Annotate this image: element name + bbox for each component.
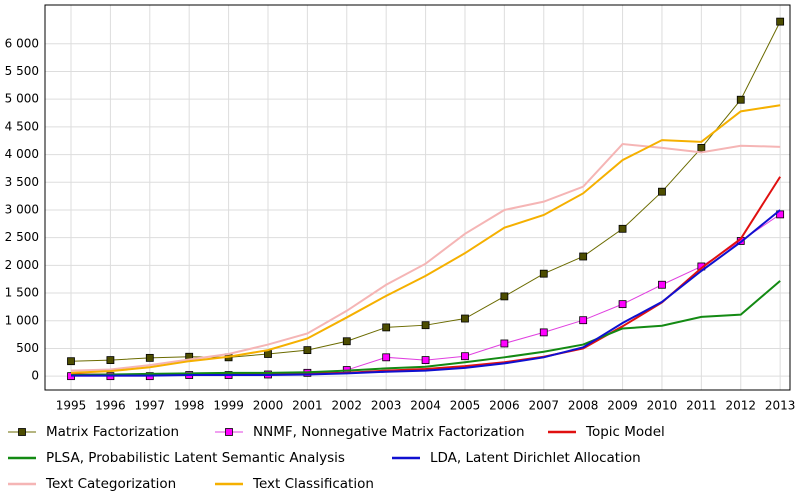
legend-item: Text Categorization [8, 476, 176, 492]
data-marker [303, 346, 312, 355]
data-marker [618, 300, 627, 309]
x-tick-label: 2004 [410, 399, 441, 413]
data-marker [776, 17, 785, 26]
x-tick-label: 2010 [647, 399, 678, 413]
x-tick-label: 2002 [332, 399, 363, 413]
series-line [70, 142, 781, 372]
legend-marker [225, 428, 233, 436]
x-tick-label: 2005 [450, 399, 481, 413]
legend-item: PLSA, Probabilistic Latent Semantic Anal… [8, 450, 345, 466]
data-marker [500, 292, 509, 301]
legend-item: LDA, Latent Dirichlet Allocation [392, 450, 641, 466]
x-tick-label: 1998 [174, 399, 205, 413]
data-marker [618, 224, 627, 233]
y-tick-label: 5 000 [5, 92, 39, 106]
y-tick-label: 2 000 [5, 258, 39, 272]
data-marker [539, 328, 548, 337]
x-tick-label: 1995 [56, 399, 87, 413]
legend-marker [18, 428, 26, 436]
data-marker [697, 144, 706, 152]
legend-item: NNMF, Nonnegative Matrix Factorization [215, 424, 525, 440]
x-tick-label: 2001 [292, 399, 323, 413]
legend-label: Topic Model [585, 424, 665, 440]
x-tick-label: 2006 [489, 399, 520, 413]
legend-label: LDA, Latent Dirichlet Allocation [430, 450, 641, 466]
plot-border [44, 4, 791, 391]
data-marker [106, 356, 115, 364]
series-line [71, 209, 781, 377]
data-marker [461, 352, 469, 361]
data-marker [342, 337, 351, 346]
y-tick-label: 4 000 [5, 147, 39, 161]
x-tick-label: 2012 [725, 399, 756, 413]
data-marker [421, 321, 430, 330]
x-tick-label: 2007 [528, 399, 559, 413]
data-marker [539, 269, 548, 278]
x-tick-label: 1996 [95, 399, 126, 413]
legend-label: PLSA, Probabilistic Latent Semantic Anal… [46, 450, 345, 466]
y-tick-label: 1 500 [5, 286, 39, 300]
data-marker [421, 356, 430, 364]
x-tick-label: 2008 [568, 399, 599, 413]
y-tick-label: 1 000 [5, 313, 39, 327]
data-marker [461, 314, 469, 323]
x-tick-label: 2013 [765, 399, 796, 413]
data-marker [579, 252, 588, 261]
data-marker [579, 316, 588, 325]
x-tick-label: 1999 [213, 399, 244, 413]
data-marker [67, 357, 75, 366]
legend-label: Text Classification [252, 476, 374, 492]
legend-item: Text Classification [215, 476, 374, 492]
x-tick-label: 2003 [371, 399, 402, 413]
data-marker [264, 350, 272, 358]
data-marker [500, 339, 509, 348]
data-marker [658, 280, 666, 289]
x-tick-label: 2011 [686, 399, 717, 413]
data-marker [382, 323, 391, 332]
legend-item: Matrix Factorization [8, 424, 179, 440]
data-marker [658, 187, 666, 196]
series-line [70, 280, 781, 377]
x-tick-label: 2000 [253, 399, 284, 413]
series-line [70, 104, 781, 374]
data-marker [145, 353, 154, 362]
data-marker [736, 95, 745, 104]
x-tick-label: 2009 [607, 399, 638, 413]
x-tick-label: 1997 [135, 399, 166, 413]
y-tick-label: 2 500 [5, 230, 39, 244]
legend-label: NNMF, Nonnegative Matrix Factorization [253, 424, 525, 440]
legend-label: Text Categorization [45, 476, 176, 492]
y-tick-label: 500 [16, 341, 39, 355]
y-tick-label: 3 000 [5, 202, 39, 216]
legend-item: Topic Model [548, 424, 665, 440]
legend-label: Matrix Factorization [46, 424, 179, 440]
data-marker [382, 353, 391, 362]
y-tick-label: 0 [31, 369, 39, 383]
y-tick-label: 5 500 [5, 64, 39, 78]
y-tick-label: 3 500 [5, 175, 39, 189]
y-tick-label: 4 500 [5, 119, 39, 133]
y-tick-label: 6 000 [5, 36, 39, 50]
